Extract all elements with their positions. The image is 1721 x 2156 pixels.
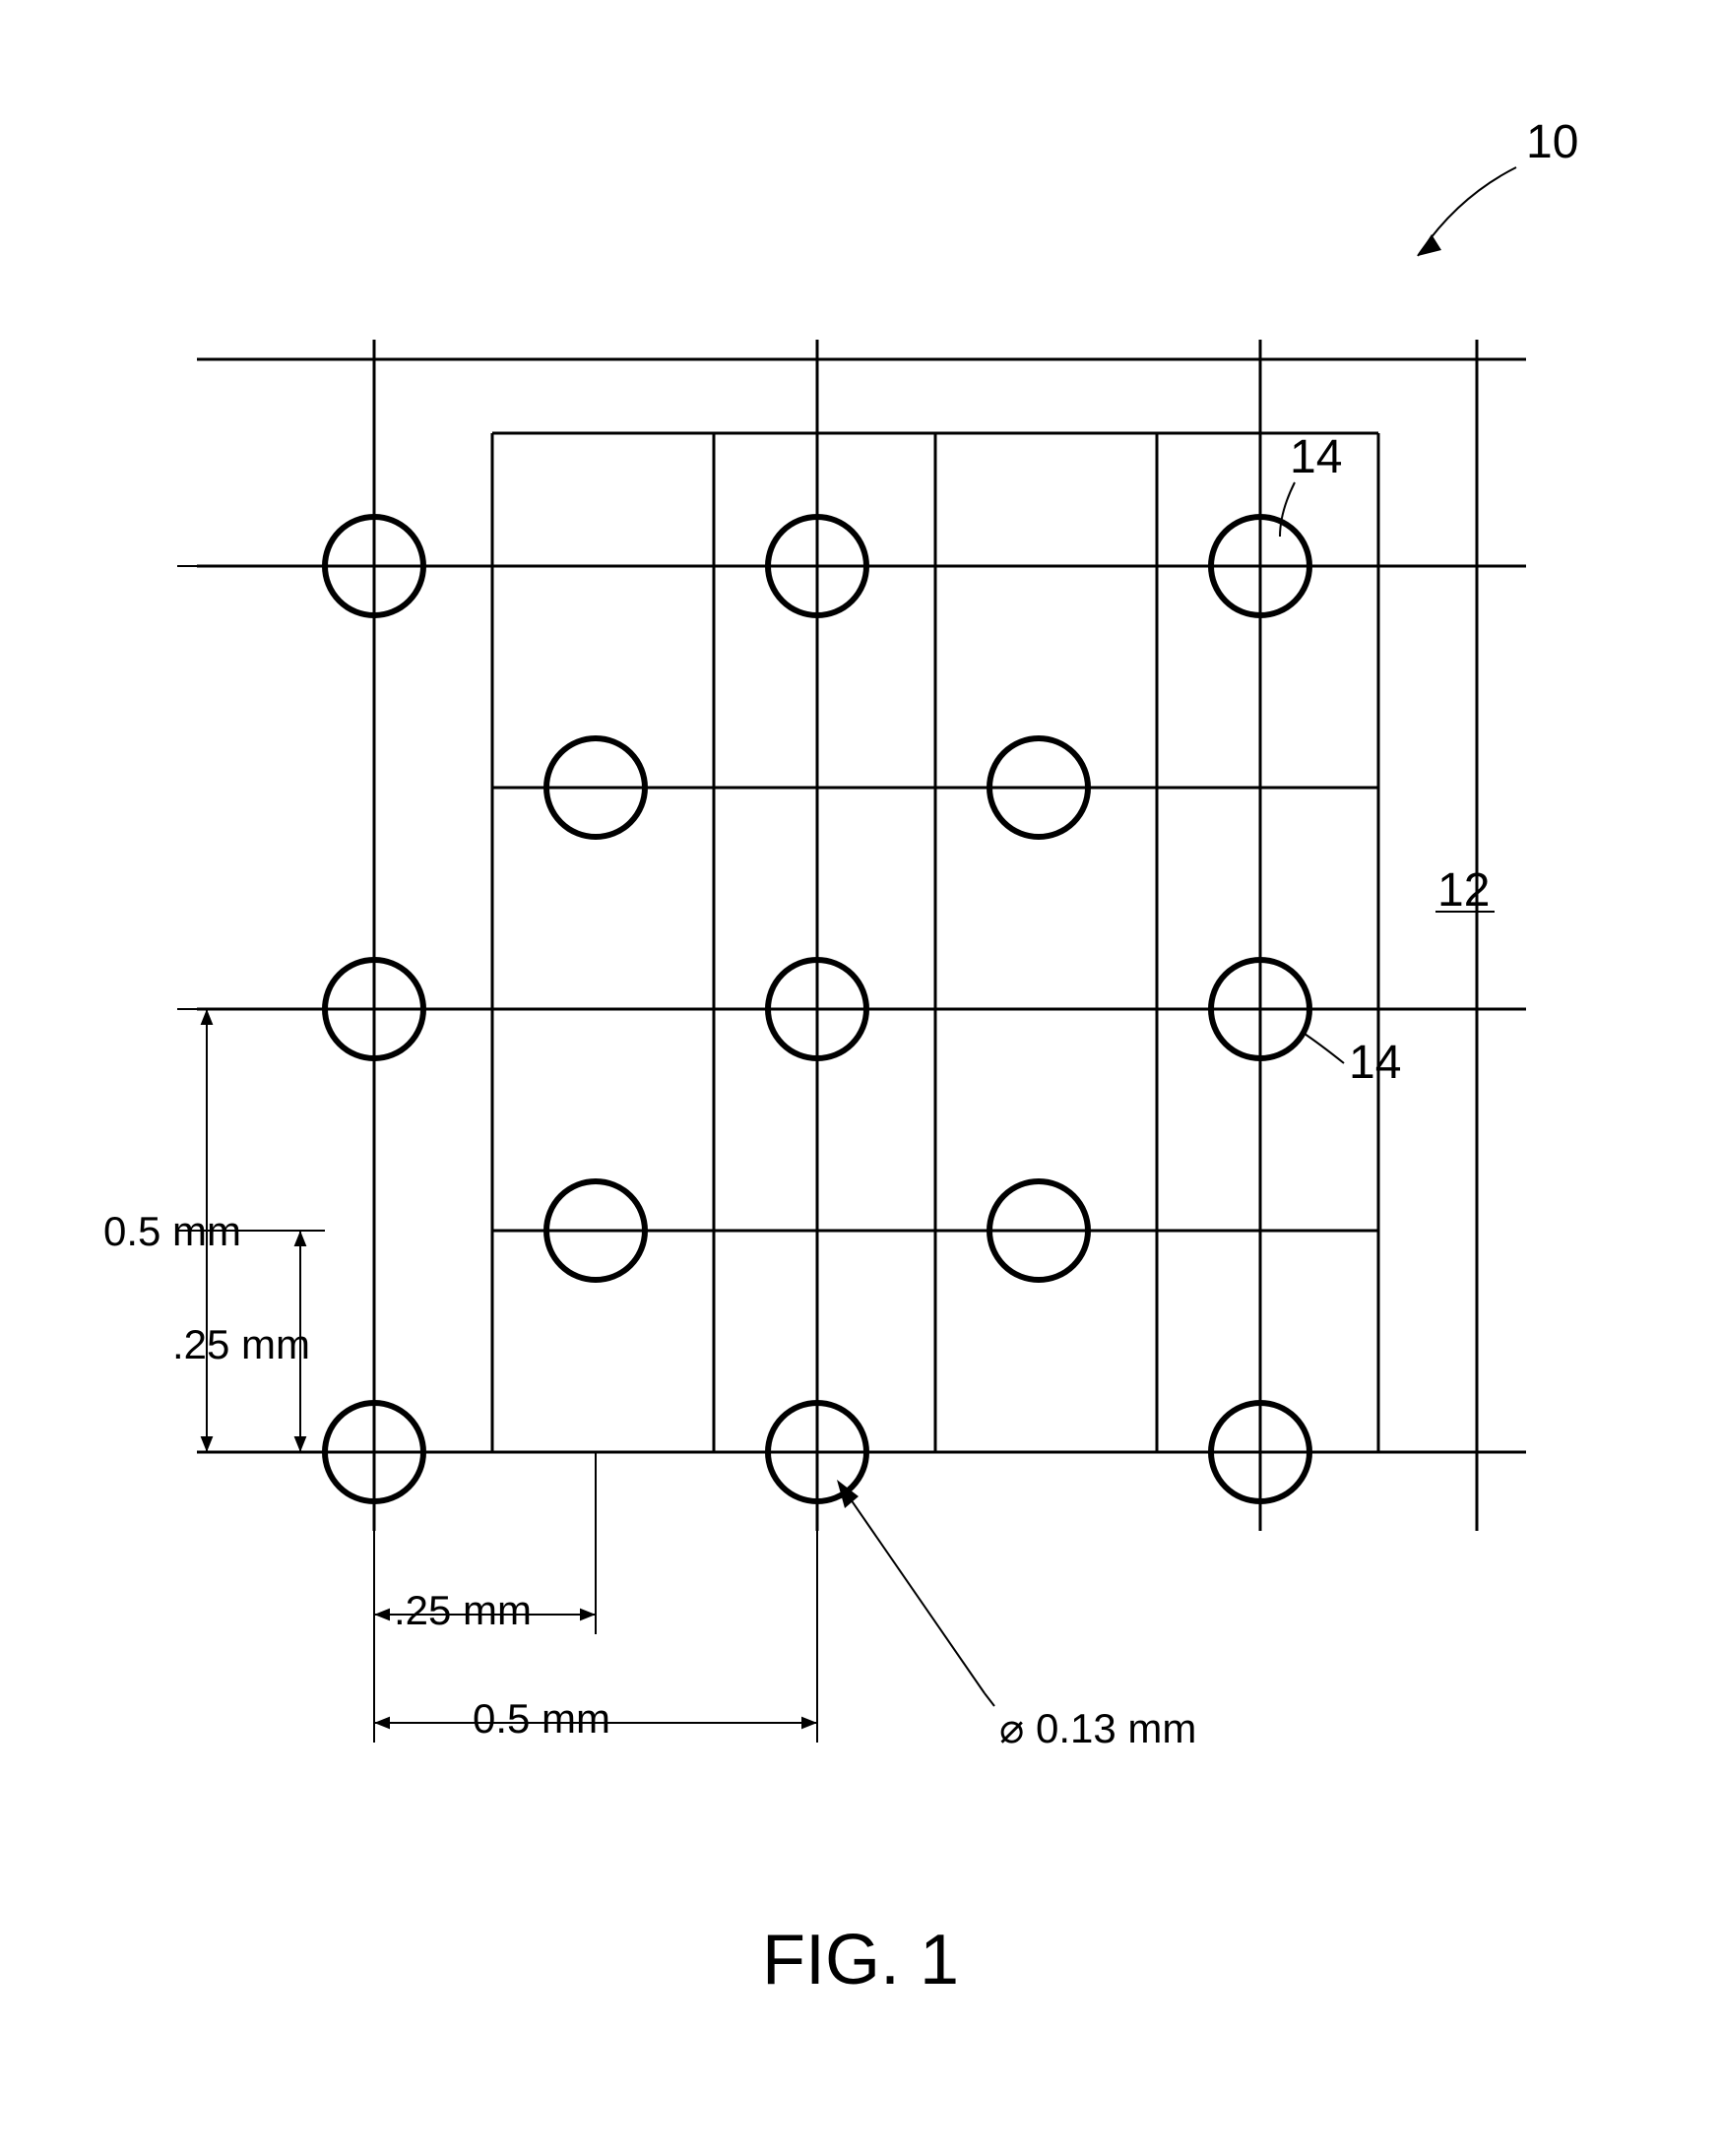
diameter-leader — [985, 1693, 994, 1706]
ref-12: 12 — [1437, 864, 1490, 917]
arrowhead — [294, 1231, 307, 1246]
arrowhead — [201, 1009, 214, 1025]
dim-v-large-label: 0.5 mm — [103, 1208, 241, 1254]
arrowhead — [374, 1717, 390, 1730]
arrowhead — [1418, 234, 1441, 256]
ref-14-b-leader — [1302, 1032, 1344, 1063]
dim-v-small-label: .25 mm — [172, 1321, 310, 1367]
dim-h-small-label: .25 mm — [394, 1587, 532, 1633]
arrowhead — [201, 1436, 214, 1452]
diameter-leader — [842, 1487, 985, 1693]
ref-14-b: 14 — [1349, 1037, 1401, 1089]
figure-label: FIG. 1 — [762, 1921, 959, 1999]
arrowhead — [801, 1717, 817, 1730]
ref-10: 10 — [1526, 116, 1578, 168]
diameter-label: ⌀ 0.13 mm — [999, 1705, 1196, 1751]
arrowhead — [294, 1436, 307, 1452]
ref-14-a: 14 — [1290, 431, 1342, 483]
dim-h-large-label: 0.5 mm — [473, 1695, 610, 1742]
arrowhead — [374, 1609, 390, 1621]
arrowhead — [580, 1609, 596, 1621]
